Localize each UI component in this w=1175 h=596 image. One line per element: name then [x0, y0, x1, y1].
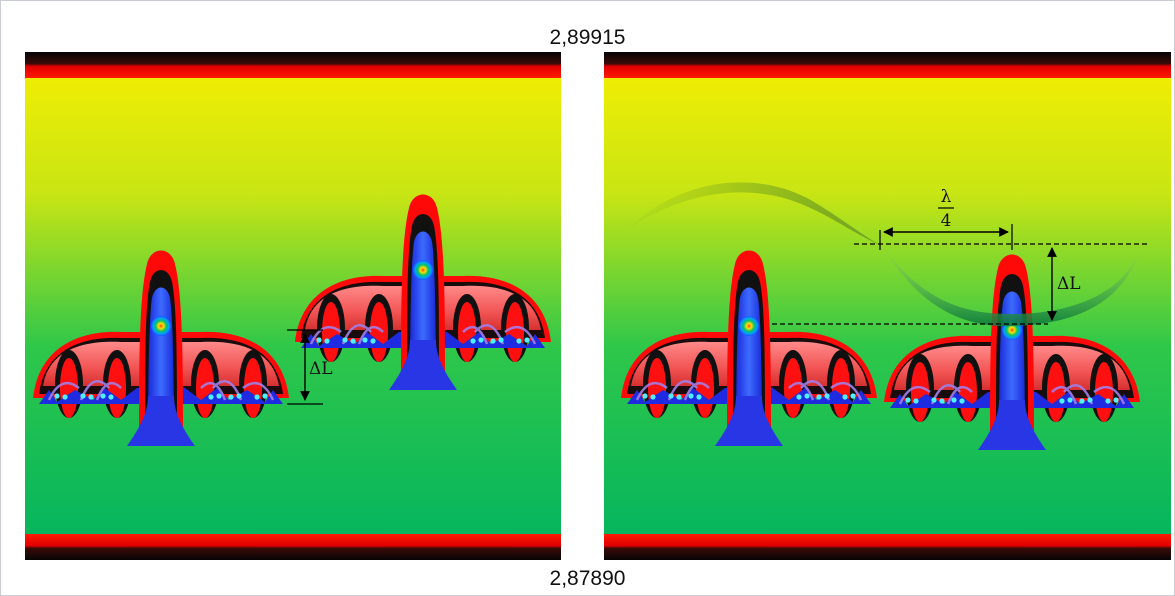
left-panel: ΔL [25, 52, 561, 560]
fraction-denominator: 4 [941, 211, 952, 231]
top-scale-value: 2,89915 [549, 26, 626, 49]
right-offset-label: ΔL [1057, 274, 1081, 294]
fraction-numerator: λ [941, 187, 952, 207]
bottom-scale-value: 2,87890 [549, 567, 626, 590]
wave-trough [882, 246, 1140, 327]
bottom-electrode-band [604, 534, 1171, 560]
right-panel: λ 4 ΔL [604, 52, 1171, 560]
top-electrode-band [25, 52, 561, 78]
wave-crest-left [622, 182, 882, 246]
top-electrode-band [604, 52, 1171, 78]
left-offset-label: ΔL [309, 359, 333, 379]
bottom-electrode-band [25, 534, 561, 560]
